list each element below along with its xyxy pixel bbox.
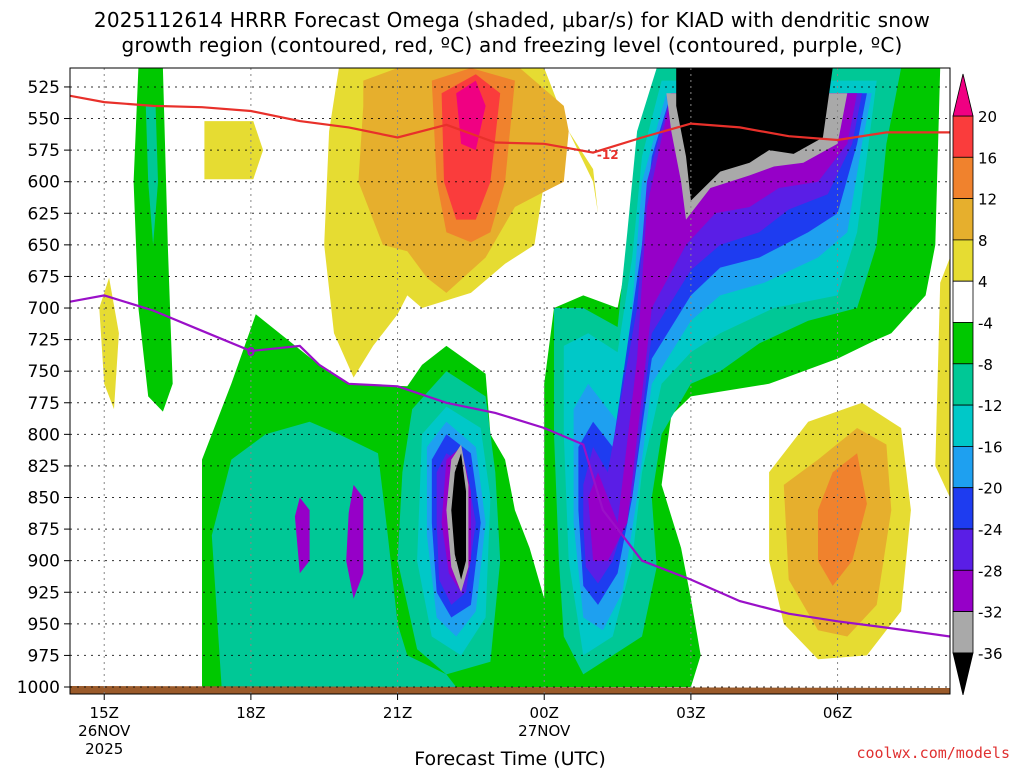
x-axis-label: Forecast Time (UTC) [414,748,605,768]
omega-region-4_8-14 [935,257,950,498]
omega-region-4_8-2 [204,121,264,180]
x-tick-label-18Z: 18Z [236,704,265,722]
x-tick-label-15Z: 15Z [90,704,119,722]
x-tick-label-21Z: 21Z [383,704,412,722]
x-tick-date-15Z: 26NOV [78,722,131,740]
y-tick-label-525: 525 [28,78,60,98]
freezing-line-label: 0 [247,345,255,359]
colorbar-band-12_16 [952,156,974,200]
omega-region-neg32_neg28-27 [346,484,364,599]
y-tick-label-550: 550 [28,110,60,130]
x-tick-year-15Z: 2025 [85,740,123,758]
colorbar-label-16: 16 [978,149,997,167]
y-tick-label-575: 575 [28,141,60,161]
colorbar-band-neg4_4 [952,280,974,323]
y-tick-label-875: 875 [28,520,60,540]
colorbar-band-neg16_neg12 [952,404,974,447]
colorbar-label--4: -4 [978,315,993,333]
y-tick-label-900: 900 [28,552,60,572]
y-tick-label-775: 775 [28,394,60,414]
ground-surface [70,686,950,694]
omega-shading [99,68,950,687]
x-tick-label-03Z: 03Z [676,704,705,722]
omega-region-neg12_neg8-4 [145,105,158,245]
grid-lines [70,68,950,694]
colorbar-band-neg20_neg16 [952,445,974,489]
colorbar-band-4_8 [952,239,974,282]
omega-region-4_8-1 [99,277,119,410]
colorbar-label--8: -8 [978,356,993,374]
plot-frame [69,67,951,695]
colorbar-label--36: -36 [978,645,1003,663]
site-credit: coolwx.com/models [856,744,1010,762]
omega-region-12_16-13 [818,453,867,586]
colorbar-band-neg8_neg4 [952,322,974,365]
colorbar-label-4: 4 [978,273,988,291]
colorbar-label--32: -32 [978,604,1003,622]
colorbar-bottom-arrow [952,652,974,695]
colorbar-band-neg32_neg28 [952,569,974,612]
x-tick-label-00Z: 00Z [530,704,559,722]
omega-region-lt_neg36-33 [676,68,833,201]
colorbar-label-20: 20 [978,108,997,126]
y-tick-label-825: 825 [28,457,60,477]
colorbar-label--12: -12 [978,397,1003,415]
colorbar-label--24: -24 [978,521,1003,539]
y-tick-label-675: 675 [28,267,60,287]
colorbar-label-12: 12 [978,191,997,209]
colorbar-label--20: -20 [978,480,1003,498]
colorbar-band-neg12_neg8 [952,363,974,406]
freezing-level-line [70,294,950,638]
y-tick-label-700: 700 [28,299,60,319]
colorbar: 20 16 12 8 4 -4 -8 -12 -16 -20 -24 -28 -32 -36 [952,73,1003,695]
y-tick-label-725: 725 [28,331,60,351]
ground-layer [70,686,950,694]
colorbar-band-8_12 [952,198,974,241]
contour-lines: -12 0 [70,94,950,638]
colorbar-label--28: -28 [978,562,1003,580]
omega-region-gt_20-10 [456,80,486,151]
colorbar-label-8: 8 [978,232,988,250]
chart-title-line-1: 2025112614 HRRR Forecast Omega (shaded, … [93,8,931,32]
x-tick-date-00Z: 27NOV [518,722,571,740]
colorbar-band-neg36_neg32 [952,611,974,654]
y-tick-label-1000: 1000 [17,678,60,698]
y-tick-label-925: 925 [28,583,60,603]
y-tick-label-950: 950 [28,615,60,635]
omega-region-neg32_neg28-26 [294,497,310,574]
y-tick-label-600: 600 [28,173,60,193]
y-tick-label-850: 850 [28,489,60,509]
y-tick-label-625: 625 [28,204,60,224]
omega-region-neg32_neg28-29 [588,93,858,561]
x-tick-label-06Z: 06Z [823,704,852,722]
chart-title-line-2: growth region (contoured, red, ºC) and f… [121,33,903,57]
y-tick-label-975: 975 [28,646,60,666]
dendritic-minus12-line [70,94,950,154]
colorbar-band-neg28_neg24 [952,528,974,571]
colorbar-band-neg24_neg20 [952,487,974,530]
y-axis: 1000 975 950 925 900 875 850 825 800 775 750 725 700… [17,78,70,698]
colorbar-label--16: -16 [978,438,1003,456]
y-tick-label-650: 650 [28,236,60,256]
colorbar-band-16_20 [952,115,974,158]
y-tick-label-800: 800 [28,425,60,445]
y-tick-label-750: 750 [28,362,60,382]
omega-region-neg12_neg8-15 [211,421,457,687]
dendritic-line-label: -12 [597,148,619,162]
colorbar-top-arrow [952,73,974,117]
omega-region-lt_neg36-32 [451,453,466,580]
